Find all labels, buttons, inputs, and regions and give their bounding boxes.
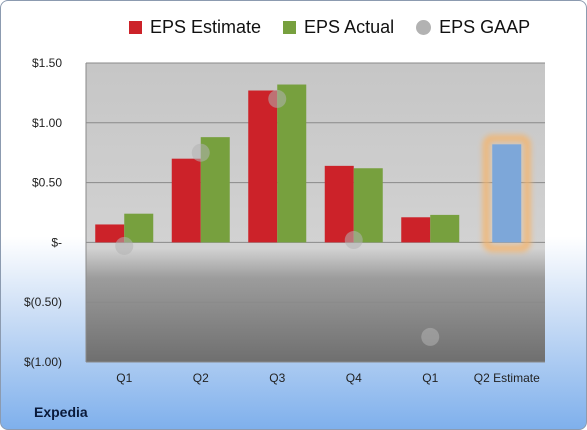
legend-item-eps-gaap: EPS GAAP xyxy=(416,17,530,38)
x-tick-label-4: Q1 xyxy=(422,371,438,385)
bar-eps-estimate-0 xyxy=(95,224,125,243)
x-tick-label-1: Q2 xyxy=(193,371,209,385)
x-tick-label-5: Q2 Estimate xyxy=(474,371,540,385)
x-tick-label-3: Q4 xyxy=(346,371,362,385)
legend-item-eps-estimate: EPS Estimate xyxy=(129,17,261,38)
bar-eps-estimate-4 xyxy=(401,217,431,243)
bar-eps-actual-5 xyxy=(492,144,522,243)
bar-eps-actual-3 xyxy=(353,168,383,243)
x-tick-label-0: Q1 xyxy=(116,371,132,385)
legend-swatch-eps-estimate xyxy=(129,21,142,34)
y-tick-label-1: $1.00 xyxy=(32,116,62,130)
y-tick-label-5: $(1.00) xyxy=(24,355,62,369)
bar-eps-actual-4 xyxy=(430,214,460,243)
bar-eps-actual-2 xyxy=(277,84,307,243)
point-eps-gaap-0 xyxy=(115,236,134,255)
bar-eps-estimate-3 xyxy=(324,165,354,243)
legend-label-eps-estimate: EPS Estimate xyxy=(150,17,262,37)
bar-eps-estimate-1 xyxy=(171,158,201,243)
bar-eps-actual-0 xyxy=(124,213,154,243)
y-tick-label-4: $(0.50) xyxy=(24,295,62,309)
legend-label-eps-gaap: EPS GAAP xyxy=(439,17,531,37)
y-tick-label-2: $0.50 xyxy=(32,176,62,190)
legend-label-eps-actual: EPS Actual xyxy=(304,17,395,37)
point-eps-gaap-1 xyxy=(191,143,210,162)
company-name: Expedia xyxy=(34,404,88,420)
bar-eps-estimate-2 xyxy=(248,90,278,243)
point-eps-gaap-4 xyxy=(421,327,440,346)
point-eps-gaap-2 xyxy=(268,89,287,108)
highlight-glow xyxy=(482,134,531,252)
legend-swatch-eps-actual xyxy=(283,21,297,34)
legend: EPS Estimate EPS Actual EPS GAAP xyxy=(129,17,530,38)
point-eps-gaap-3 xyxy=(344,231,363,250)
legend-swatch-eps-gaap xyxy=(416,20,432,35)
plot-area xyxy=(86,63,545,362)
x-tick-label-2: Q3 xyxy=(269,371,285,385)
y-tick-label-0: $1.50 xyxy=(32,56,62,70)
legend-item-eps-actual: EPS Actual xyxy=(283,17,394,38)
y-tick-label-3: $- xyxy=(51,235,62,249)
